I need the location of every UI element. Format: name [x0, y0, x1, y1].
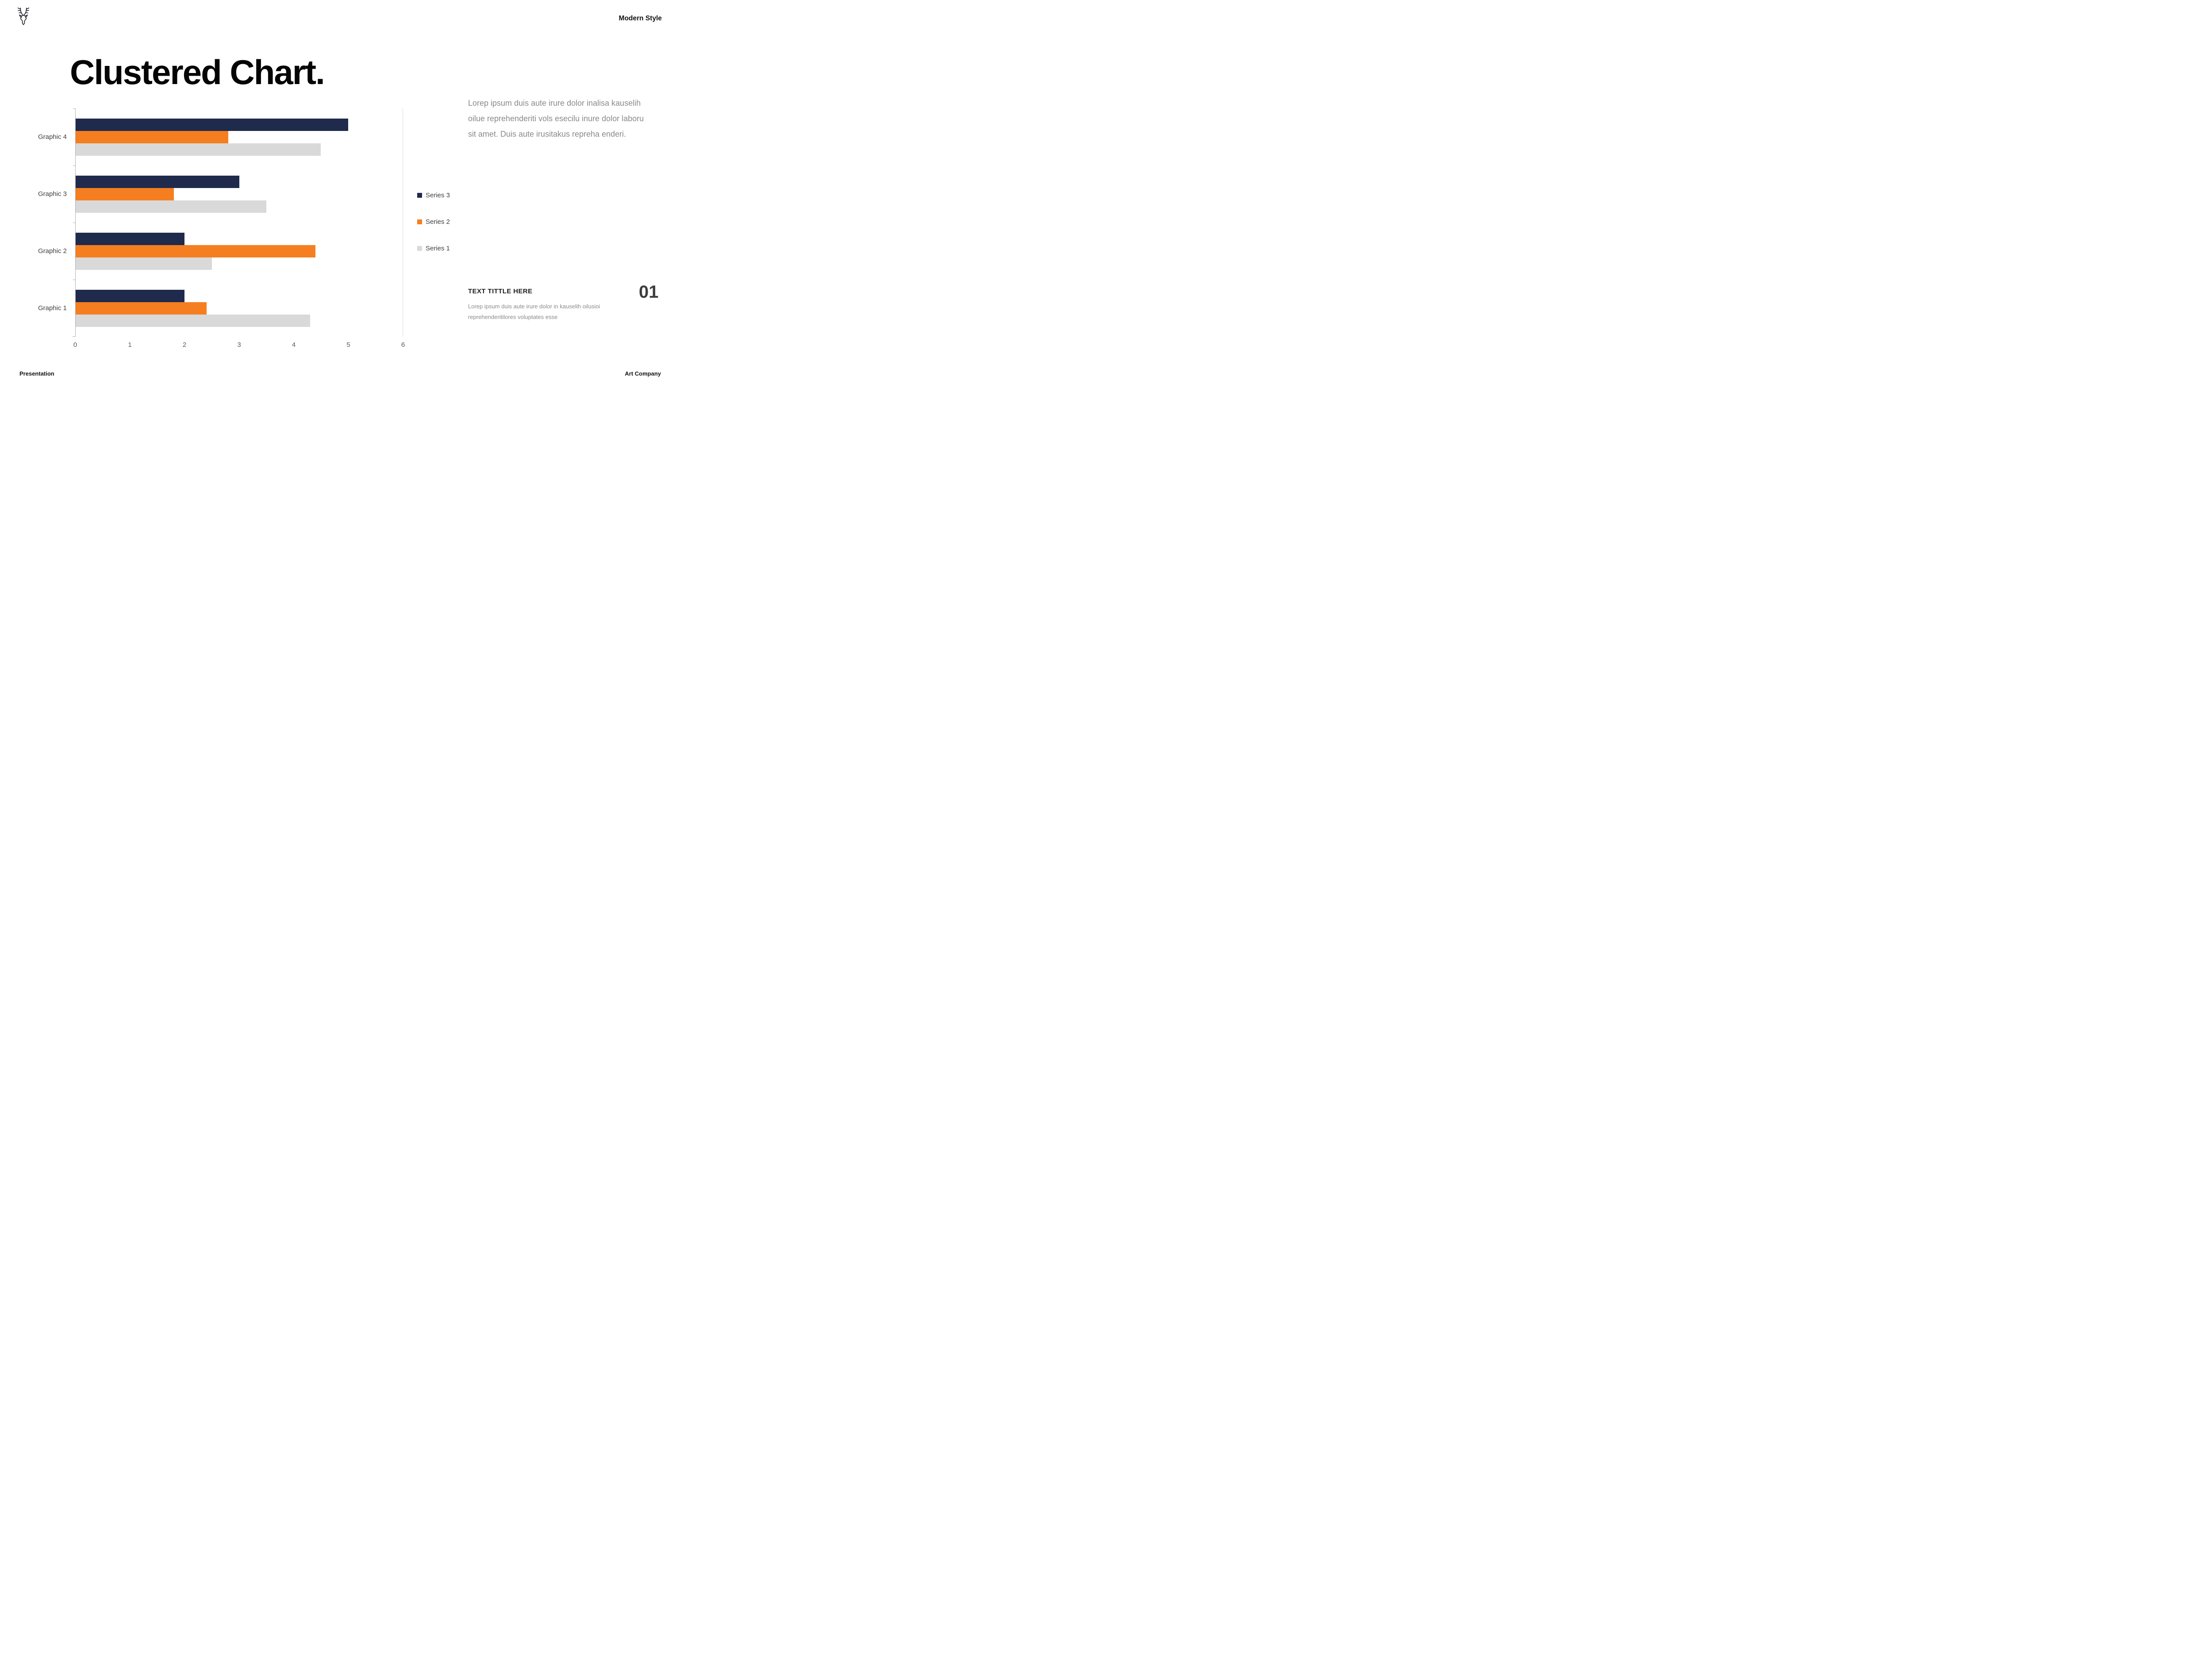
info-heading: TEXT TITTLE HERE — [468, 288, 533, 295]
bar-series-1 — [76, 257, 212, 270]
chart-legend: Series 3 Series 2 Series 1 — [417, 192, 450, 252]
x-tick-label: 3 — [237, 341, 241, 349]
bar-series-2 — [76, 131, 228, 143]
clustered-bar-chart: Graphic 4 Graphic 3 Graphic 2 Graphic 1 0 1 2… — [27, 108, 405, 350]
legend-item: Series 1 — [417, 245, 450, 252]
bar-group — [73, 165, 403, 223]
x-tick-label: 4 — [292, 341, 296, 349]
x-tick-label: 5 — [346, 341, 350, 349]
legend-item: Series 3 — [417, 192, 450, 199]
chart-category-group: Graphic 3 — [27, 165, 403, 223]
category-label: Graphic 3 — [38, 190, 67, 198]
bar-group — [73, 279, 403, 337]
lead-paragraph: Lorep ipsum duis aute irure dolor inalis… — [468, 99, 644, 138]
x-axis: 0 1 2 3 4 5 6 — [73, 337, 405, 350]
bar-series-3 — [76, 289, 185, 302]
slide-number: 01 — [639, 282, 659, 302]
category-label: Graphic 1 — [38, 304, 67, 312]
category-label: Graphic 2 — [38, 247, 67, 255]
x-tick-label: 1 — [128, 341, 132, 349]
bar-series-1 — [76, 200, 267, 213]
bar-series-1 — [76, 314, 310, 327]
info-block: TEXT TITTLE HERE Lorep ipsum duis aute i… — [468, 288, 618, 323]
x-tick-label: 2 — [182, 341, 187, 349]
legend-label: Series 3 — [426, 192, 450, 199]
legend-swatch-icon — [417, 246, 422, 251]
page-title: Clustered Chart. — [70, 53, 325, 92]
bar-series-3 — [76, 232, 185, 245]
category-label: Graphic 4 — [38, 133, 67, 141]
deer-head-icon — [13, 6, 34, 29]
chart-category-group: Graphic 2 — [27, 222, 403, 280]
bar-series-2 — [76, 245, 315, 257]
bar-series-3 — [76, 118, 348, 131]
legend-label: Series 2 — [426, 218, 450, 226]
bar-series-1 — [76, 143, 321, 156]
legend-label: Series 1 — [426, 245, 450, 252]
bar-group — [73, 222, 403, 280]
chart-category-group: Graphic 4 — [27, 108, 403, 165]
legend-swatch-icon — [417, 193, 422, 198]
bar-series-3 — [76, 175, 239, 188]
footer-presentation-label: Presentation — [19, 370, 54, 377]
legend-item: Series 2 — [417, 218, 450, 226]
bar-series-2 — [76, 188, 174, 200]
bar-series-2 — [76, 302, 207, 315]
legend-swatch-icon — [417, 219, 422, 224]
chart-plot: Graphic 4 Graphic 3 Graphic 2 Graphic 1 — [27, 108, 403, 337]
x-tick-label: 0 — [73, 341, 77, 349]
info-body: Lorep ipsum duis aute irure dolor in kau… — [468, 303, 600, 320]
x-tick-label: 6 — [401, 341, 405, 349]
chart-category-group: Graphic 1 — [27, 279, 403, 337]
brand-label: Modern Style — [618, 15, 662, 22]
bar-group — [73, 108, 403, 165]
footer-company-label: Art Company — [625, 370, 661, 377]
